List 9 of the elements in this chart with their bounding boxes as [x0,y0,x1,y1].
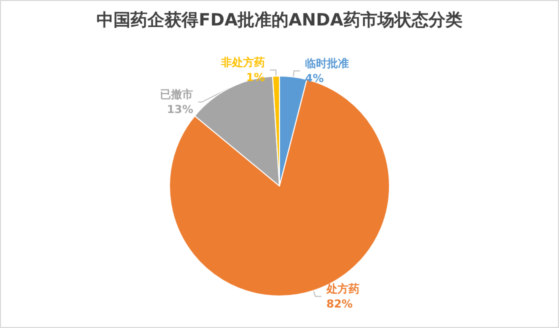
slice-label: 已撤市 [160,88,194,102]
chart-title: 中国药企获得FDA批准的ANDA药市场状态分类 [96,10,462,30]
slice-label: 非处方药 [220,56,265,70]
data-label: 4% [305,72,324,85]
data-label: 1% [246,71,265,84]
slice-label: 临时批准 [305,56,350,70]
data-label: 82% [326,297,353,310]
data-label: 13% [166,103,194,116]
slice-label: 处方药 [325,282,360,296]
